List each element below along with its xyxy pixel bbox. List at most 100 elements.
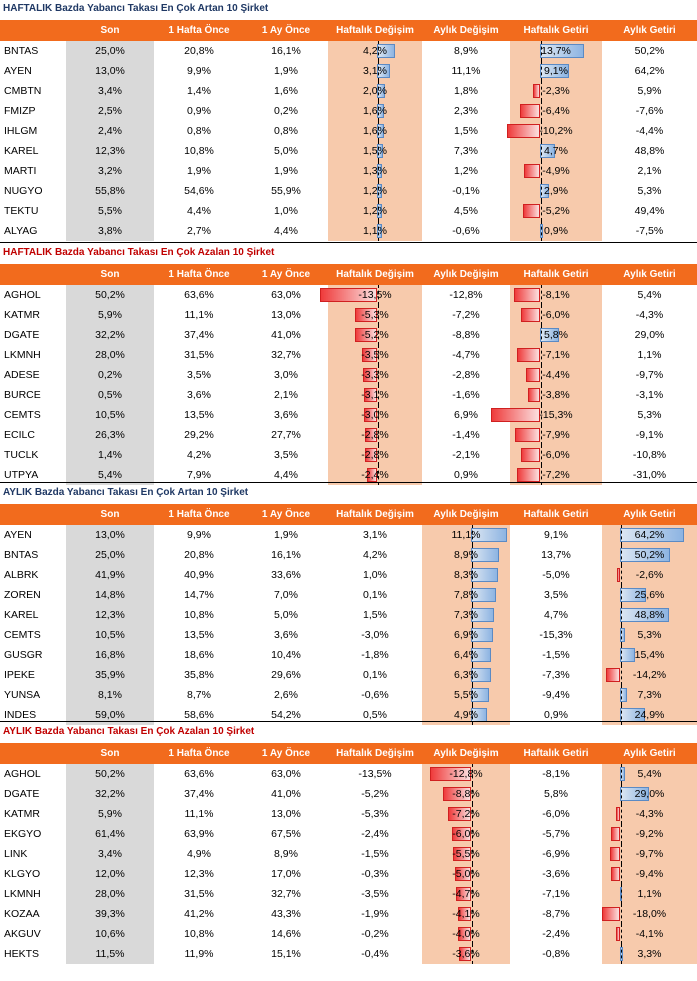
cell-son: 55,8%	[66, 181, 154, 201]
table-row: TUCLK 1,4% 4,2% 3,5% -2,8% -2,1% -6,0% -10,8%	[0, 445, 697, 465]
cell-value: 5,8%	[544, 788, 568, 800]
cell-value: 5,0%	[274, 145, 298, 157]
cell-value: 5,9%	[98, 309, 122, 321]
cell-value: 50,2%	[634, 45, 665, 57]
negative-bar	[525, 368, 540, 382]
cell-mret: 29,0%	[602, 784, 697, 804]
cell-week: 37,4%	[154, 325, 244, 345]
cell-wret: -4,4%	[510, 365, 602, 385]
section-divider	[0, 242, 697, 243]
zero-axis	[472, 685, 473, 705]
zero-axis	[621, 605, 622, 625]
cell-value: 1,8%	[454, 85, 478, 97]
column-header: Aylık Değişim	[433, 25, 499, 36]
table-row: AGHOL 50,2% 63,6% 63,0% -13,5% -12,8% -8,1% 5,4…	[0, 285, 697, 305]
cell-value: 43,3%	[271, 908, 301, 920]
cell-wret: 0,9%	[510, 221, 602, 241]
zero-axis	[621, 844, 622, 864]
cell-value: -5,5%	[452, 848, 480, 860]
negative-bar	[365, 428, 377, 442]
cell-name: BNTAS	[0, 41, 66, 61]
cell-value: 11,1%	[184, 309, 214, 321]
cell-value: 4,4%	[274, 225, 298, 237]
cell-wchg: 1,0%	[328, 565, 422, 585]
cell-value: 4,2%	[363, 45, 387, 57]
zero-axis	[378, 181, 379, 201]
cell-value: 3,6%	[274, 629, 298, 641]
cell-value: -4,4%	[635, 125, 664, 137]
cell-mret: -2,6%	[602, 565, 697, 585]
cell-month: 0,8%	[244, 121, 328, 141]
cell-value: -3,6%	[452, 948, 480, 960]
cell-value: 8,9%	[454, 45, 478, 57]
cell-value: 0,2%	[98, 369, 122, 381]
cell-wret: -5,0%	[510, 565, 602, 585]
cell-month: 3,0%	[244, 365, 328, 385]
cell-wret: 13,7%	[510, 545, 602, 565]
cell-value: KAREL	[4, 609, 39, 621]
positive-bar	[377, 64, 391, 78]
cell-wchg: 2,0%	[328, 81, 422, 101]
cell-value: 17,0%	[271, 868, 301, 880]
cell-value: -15,3%	[539, 629, 573, 641]
table-row: UTPYA 5,4% 7,9% 4,4% -2,4% 0,9% -7,2% -31,0%	[0, 465, 697, 485]
cell-mret: 15,4%	[602, 645, 697, 665]
cell-month: 3,6%	[244, 625, 328, 645]
table-row: FMIZP 2,5% 0,9% 0,2% 1,6% 2,3% -6,4% -7,6%	[0, 101, 697, 121]
cell-wchg: -2,4%	[328, 465, 422, 485]
zero-axis	[472, 864, 473, 884]
cell-son: 12,0%	[66, 864, 154, 884]
zero-axis	[472, 824, 473, 844]
cell-value: -3,3%	[361, 369, 389, 381]
cell-mchg: -8,8%	[422, 325, 510, 345]
cell-week: 4,4%	[154, 201, 244, 221]
cell-value: -31,0%	[632, 469, 667, 481]
cell-value: LKMNH	[4, 888, 41, 900]
cell-month: 3,6%	[244, 405, 328, 425]
cell-value: -3,5%	[361, 888, 389, 900]
cell-wret: -15,3%	[510, 625, 602, 645]
cell-value: 16,1%	[271, 549, 301, 561]
cell-name: TEKTU	[0, 201, 66, 221]
cell-value: 55,9%	[271, 185, 301, 197]
cell-wret: 4,7%	[510, 605, 602, 625]
cell-mchg: -4,7%	[422, 345, 510, 365]
zero-axis	[541, 285, 542, 305]
cell-value: -7,1%	[542, 349, 570, 361]
zero-axis	[472, 605, 473, 625]
cell-value: -0,1%	[452, 185, 480, 197]
cell-value: 10,8%	[184, 145, 214, 157]
cell-value: 13,0%	[95, 65, 125, 77]
negative-bar	[523, 204, 540, 218]
cell-value: 2,1%	[637, 165, 662, 177]
cell-value: TEKTU	[4, 205, 39, 217]
cell-wchg: -2,4%	[328, 824, 422, 844]
cell-mret: 24,9%	[602, 705, 697, 725]
cell-value: -1,5%	[542, 649, 570, 661]
cell-mchg: 4,5%	[422, 201, 510, 221]
column-header: Haftalık Değişim	[336, 748, 414, 759]
cell-value: BNTAS	[4, 549, 39, 561]
cell-value: 24,9%	[634, 709, 665, 721]
cell-wchg: 3,1%	[328, 61, 422, 81]
cell-wret: -7,2%	[510, 465, 602, 485]
zero-axis	[472, 705, 473, 725]
cell-mret: 1,1%	[602, 345, 697, 365]
zero-axis	[472, 525, 473, 545]
cell-value: 49,4%	[634, 205, 665, 217]
positive-bar	[377, 164, 383, 178]
cell-value: 1,1%	[363, 225, 387, 237]
cell-son: 3,8%	[66, 221, 154, 241]
cell-mchg: -4,0%	[422, 924, 510, 944]
cell-value: -2,3%	[542, 85, 570, 97]
cell-value: 0,9%	[544, 709, 568, 721]
cell-value: EKGYO	[4, 828, 42, 840]
cell-mchg: 1,5%	[422, 121, 510, 141]
cell-mret: -4,1%	[602, 924, 697, 944]
cell-value: 63,6%	[184, 289, 214, 301]
column-header: 1 Ay Önce	[261, 748, 311, 759]
cell-value: 1,0%	[274, 205, 298, 217]
cell-wchg: 1,6%	[328, 101, 422, 121]
cell-value: -2,8%	[361, 449, 389, 461]
cell-value: 14,7%	[184, 589, 214, 601]
